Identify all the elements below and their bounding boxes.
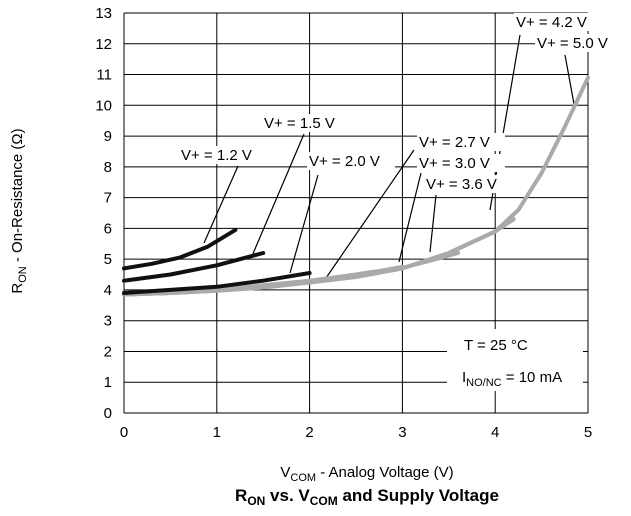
- series-label: V+ = 3.6 V: [426, 176, 497, 193]
- temp-annotation: T = 25 °C: [464, 337, 528, 354]
- series-label: V+ = 2.0 V: [309, 153, 380, 170]
- series-lines: [122, 75, 590, 297]
- series-label: V+ = 5.0 V: [537, 35, 608, 52]
- leader-line: [398, 172, 422, 263]
- y-axis-label: RON - On-Resistance (Ω): [9, 128, 29, 293]
- y-tick-label: 6: [104, 220, 112, 237]
- leader-line: [251, 133, 305, 257]
- callout-bg: [307, 152, 395, 170]
- conditions-box: [447, 329, 583, 391]
- series-label: V+ = 1.5 V: [264, 115, 335, 132]
- series-line: [122, 271, 312, 295]
- x-tick-label: 0: [120, 424, 128, 441]
- y-tick-label: 7: [104, 190, 112, 207]
- x-tick-label: 5: [584, 424, 592, 441]
- y-tick-label: 8: [104, 159, 112, 176]
- y-tick-label: 13: [95, 5, 112, 22]
- x-tick-label: 1: [213, 424, 221, 441]
- y-tick-label: 5: [104, 251, 112, 268]
- series-line: [122, 251, 266, 283]
- series-line: [122, 75, 590, 297]
- leader-line: [429, 194, 437, 253]
- y-tick-label: 3: [104, 313, 112, 330]
- leader-line: [564, 54, 575, 105]
- series-label: V+ = 3.0 V: [419, 155, 490, 172]
- y-tick-label: 10: [95, 97, 112, 114]
- x-tick-label: 2: [305, 424, 313, 441]
- series-label: V+ = 4.2 V: [516, 14, 587, 31]
- y-tick-label: 0: [104, 405, 112, 422]
- x-tick-label: 3: [398, 424, 406, 441]
- series-label: V+ = 2.7 V: [419, 134, 490, 151]
- y-tick-label: 4: [104, 282, 112, 299]
- y-tick-label: 2: [104, 343, 112, 360]
- leader-line: [325, 149, 415, 279]
- x-tick-label: 4: [491, 424, 499, 441]
- callout-bg: [179, 146, 267, 164]
- y-tick-label: 1: [104, 374, 112, 391]
- series-line: [122, 227, 238, 271]
- leader-line: [289, 174, 319, 274]
- y-tick-label: 9: [104, 128, 112, 145]
- callout-bg: [514, 13, 602, 31]
- callout-bg: [535, 34, 623, 52]
- series-label: V+ = 1.2 V: [181, 147, 252, 164]
- grid: [123, 12, 589, 414]
- x-axis-label: VCOM - Analog Voltage (V): [280, 464, 453, 484]
- current-annotation: INO/NC = 10 mA: [462, 369, 562, 389]
- callout-bg: [424, 175, 512, 193]
- series-callouts: V+ = 1.2 V V+ = 1.5 V V+ = 2.0 V V+ = 2.7 V…: [179, 13, 623, 193]
- callout-bg: [417, 133, 505, 151]
- x-tick-labels: 0 1 2 3 4 5: [120, 424, 592, 441]
- y-tick-label: 11: [96, 67, 112, 84]
- y-tick-label: 12: [95, 36, 112, 53]
- leader-line: [203, 165, 239, 244]
- callout-bg: [262, 114, 350, 132]
- callout-bg: [417, 154, 505, 172]
- chart-title: RON vs. VCOM and Supply Voltage: [235, 486, 499, 508]
